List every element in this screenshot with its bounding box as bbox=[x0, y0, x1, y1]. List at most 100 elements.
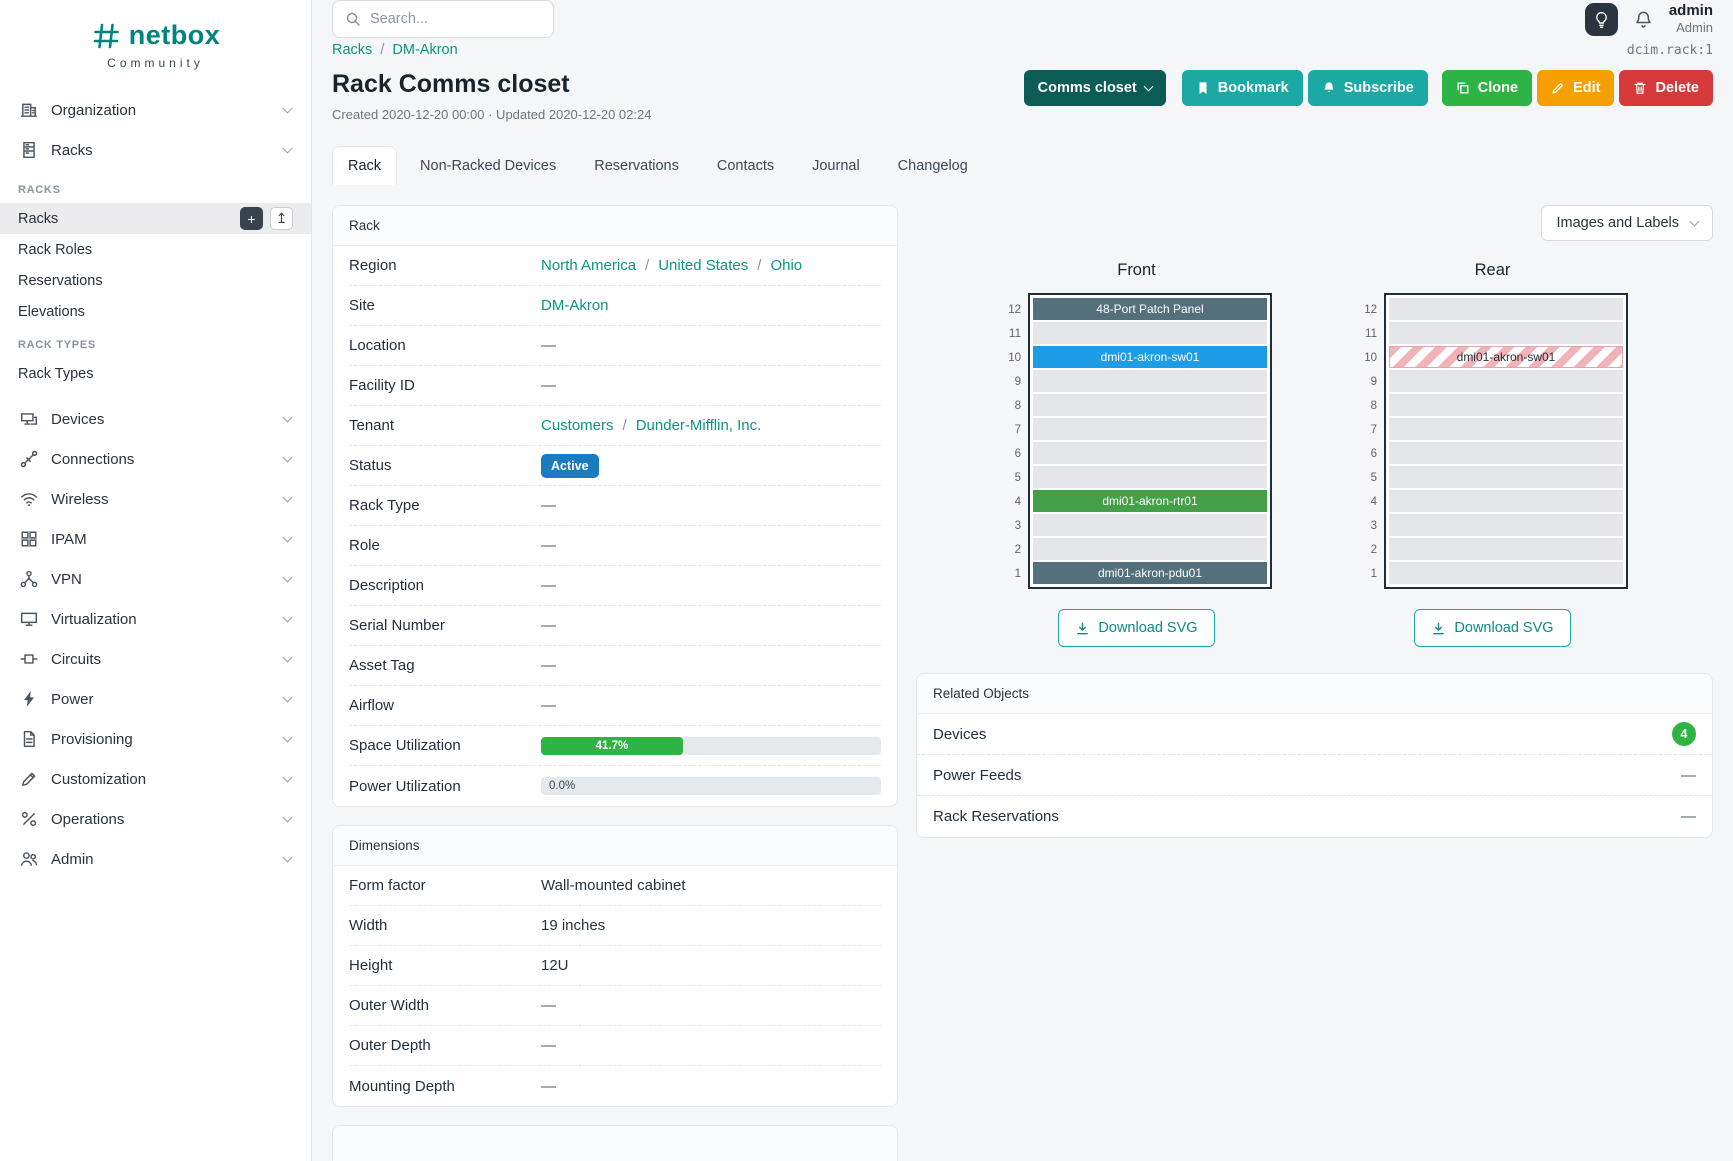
sidebar-item-connections[interactable]: Connections bbox=[0, 439, 311, 479]
sidebar-item-customization[interactable]: Customization bbox=[0, 759, 311, 799]
brand[interactable]: netbox Community bbox=[0, 14, 311, 90]
sidebar: netbox Community Organization Racks RACK… bbox=[0, 0, 312, 1161]
add-rack-button[interactable]: + bbox=[240, 207, 263, 230]
sidebar-item-elevations[interactable]: Elevations bbox=[18, 303, 85, 320]
search-box[interactable] bbox=[332, 0, 557, 38]
search-input[interactable] bbox=[370, 11, 557, 27]
edit-button[interactable]: Edit bbox=[1537, 70, 1615, 106]
clone-button[interactable]: Clone bbox=[1441, 70, 1533, 106]
sidebar-item-circuits[interactable]: Circuits bbox=[0, 639, 311, 679]
rack-unit-front-12[interactable]: 48-Port Patch Panel bbox=[1033, 298, 1267, 320]
rack-panel: Rack Region North America / United State… bbox=[332, 205, 898, 807]
breadcrumb-site-link[interactable]: DM-Akron bbox=[392, 42, 458, 58]
power-icon bbox=[20, 690, 38, 708]
rack-unit-front-5 bbox=[1033, 466, 1267, 488]
admin-icon bbox=[20, 850, 38, 868]
attr-row-status: Status Active bbox=[349, 446, 881, 486]
attr-row-airflow: Airflow — bbox=[349, 686, 881, 726]
attr-row-tenant: Tenant Customers / Dunder-Mifflin, Inc. bbox=[349, 406, 881, 446]
import-rack-button[interactable]: ↥ bbox=[270, 207, 293, 230]
sidebar-item-provisioning[interactable]: Provisioning bbox=[0, 719, 311, 759]
chevron-down-icon bbox=[282, 412, 293, 422]
chevron-down-icon bbox=[282, 692, 293, 702]
rack-unit-front-9 bbox=[1033, 370, 1267, 392]
ipam-icon bbox=[20, 530, 38, 548]
sidebar-item-devices[interactable]: Devices bbox=[0, 399, 311, 439]
bookmark-button[interactable]: Bookmark bbox=[1181, 70, 1303, 106]
user-role: Admin bbox=[1676, 20, 1713, 36]
brand-name: netbox bbox=[128, 20, 221, 50]
tab-journal[interactable]: Journal bbox=[812, 158, 860, 174]
chevron-down-icon bbox=[282, 103, 293, 113]
tab-non-racked-devices[interactable]: Non-Racked Devices bbox=[420, 158, 557, 174]
rack-unit-rear-6 bbox=[1389, 442, 1623, 464]
sidebar-item-organization[interactable]: Organization bbox=[0, 90, 311, 130]
rear-unit-numbers: 12 11 10 9 8 7 6 5 4 3 2 1 bbox=[1364, 304, 1377, 580]
elevation-view-toggle[interactable]: Images and Labels bbox=[1541, 205, 1713, 241]
breadcrumb: Racks / DM-Akron bbox=[332, 42, 458, 58]
rack-unit-front-1[interactable]: dmi01-akron-pdu01 bbox=[1033, 562, 1267, 584]
attr-row-width: Width 19 inches bbox=[349, 906, 881, 946]
chevron-down-icon bbox=[282, 852, 293, 862]
download-svg-front-button[interactable]: Download SVG bbox=[1058, 609, 1215, 647]
provisioning-icon bbox=[20, 730, 38, 748]
chevron-down-icon bbox=[282, 452, 293, 462]
chevron-down-icon bbox=[282, 492, 293, 502]
object-reference: dcim.rack:1 bbox=[1626, 42, 1713, 58]
rack-unit-front-10[interactable]: dmi01-akron-sw01 bbox=[1033, 346, 1267, 368]
attr-row-power-utilization: Power Utilization 0.0% bbox=[349, 766, 881, 806]
submenu-heading-racks: RACKS bbox=[18, 184, 61, 196]
tenant-link[interactable]: Dunder-Mifflin, Inc. bbox=[635, 417, 762, 434]
tab-rack[interactable]: Rack bbox=[332, 146, 398, 185]
sidebar-item-rack-roles[interactable]: Rack Roles bbox=[18, 241, 93, 258]
sidebar-item-rack-types[interactable]: Rack Types bbox=[18, 365, 94, 382]
rack-unit-front-3 bbox=[1033, 514, 1267, 536]
sidebar-item-virtualization[interactable]: Virtualization bbox=[0, 599, 311, 639]
related-row-devices[interactable]: Devices 4 bbox=[917, 714, 1712, 755]
theme-toggle-button[interactable] bbox=[1584, 2, 1618, 36]
dimensions-panel: Dimensions Form factor Wall-mounted cabi… bbox=[332, 825, 898, 1107]
sidebar-item-racks-list[interactable]: Racks + ↥ bbox=[0, 203, 311, 234]
chevron-down-icon bbox=[282, 612, 293, 622]
attr-row-mounting-depth: Mounting Depth — bbox=[349, 1077, 556, 1095]
subscribe-button[interactable]: Subscribe bbox=[1307, 70, 1428, 106]
region-link[interactable]: North America bbox=[541, 257, 637, 274]
sidebar-item-ipam[interactable]: IPAM bbox=[0, 519, 311, 559]
rack-unit-front-8 bbox=[1033, 394, 1267, 416]
rear-rack: dmi01-akron-sw01 bbox=[1384, 293, 1628, 589]
related-objects-panel: Related Objects Devices 4 Power Feeds — … bbox=[916, 673, 1713, 838]
breadcrumb-racks-link[interactable]: Racks bbox=[332, 42, 373, 58]
submenu-heading-rack-types: RACK TYPES bbox=[18, 339, 96, 351]
sidebar-item-wireless[interactable]: Wireless bbox=[0, 479, 311, 519]
rack-unit-rear-10[interactable]: dmi01-akron-sw01 bbox=[1389, 346, 1623, 368]
region-link[interactable]: United States bbox=[658, 257, 749, 274]
region-link[interactable]: Ohio bbox=[770, 257, 803, 274]
sidebar-item-label: Customization bbox=[51, 770, 147, 788]
attr-row-location: Location — bbox=[349, 326, 881, 366]
rack-unit-rear-2 bbox=[1389, 538, 1623, 560]
lightbulb-icon bbox=[1593, 11, 1610, 28]
user-menu[interactable]: admin Admin bbox=[1669, 2, 1713, 37]
customization-icon bbox=[20, 770, 38, 788]
delete-button[interactable]: Delete bbox=[1619, 70, 1713, 106]
context-location-button[interactable]: Comms closet bbox=[1023, 70, 1166, 106]
attr-row-serial-number: Serial Number — bbox=[349, 606, 881, 646]
related-row-power-feeds: Power Feeds — bbox=[917, 755, 1712, 796]
site-link[interactable]: DM-Akron bbox=[541, 297, 609, 314]
sidebar-item-admin[interactable]: Admin bbox=[0, 839, 311, 879]
tab-contacts[interactable]: Contacts bbox=[716, 158, 775, 174]
notifications-button[interactable] bbox=[1634, 10, 1653, 29]
tab-reservations[interactable]: Reservations bbox=[594, 158, 679, 174]
sidebar-item-reservations[interactable]: Reservations bbox=[18, 272, 103, 289]
sidebar-item-racks[interactable]: Racks bbox=[0, 130, 311, 170]
tab-changelog[interactable]: Changelog bbox=[897, 158, 968, 174]
sidebar-item-vpn[interactable]: VPN bbox=[0, 559, 311, 599]
download-svg-rear-button[interactable]: Download SVG bbox=[1414, 609, 1571, 647]
rack-unit-front-4[interactable]: dmi01-akron-rtr01 bbox=[1033, 490, 1267, 512]
tenant-group-link[interactable]: Customers bbox=[541, 417, 614, 434]
sidebar-item-operations[interactable]: Operations bbox=[0, 799, 311, 839]
chevron-down-icon bbox=[282, 143, 293, 153]
edit-pencil-icon bbox=[1551, 81, 1565, 95]
sidebar-item-power[interactable]: Power bbox=[0, 679, 311, 719]
organization-icon bbox=[20, 101, 38, 119]
